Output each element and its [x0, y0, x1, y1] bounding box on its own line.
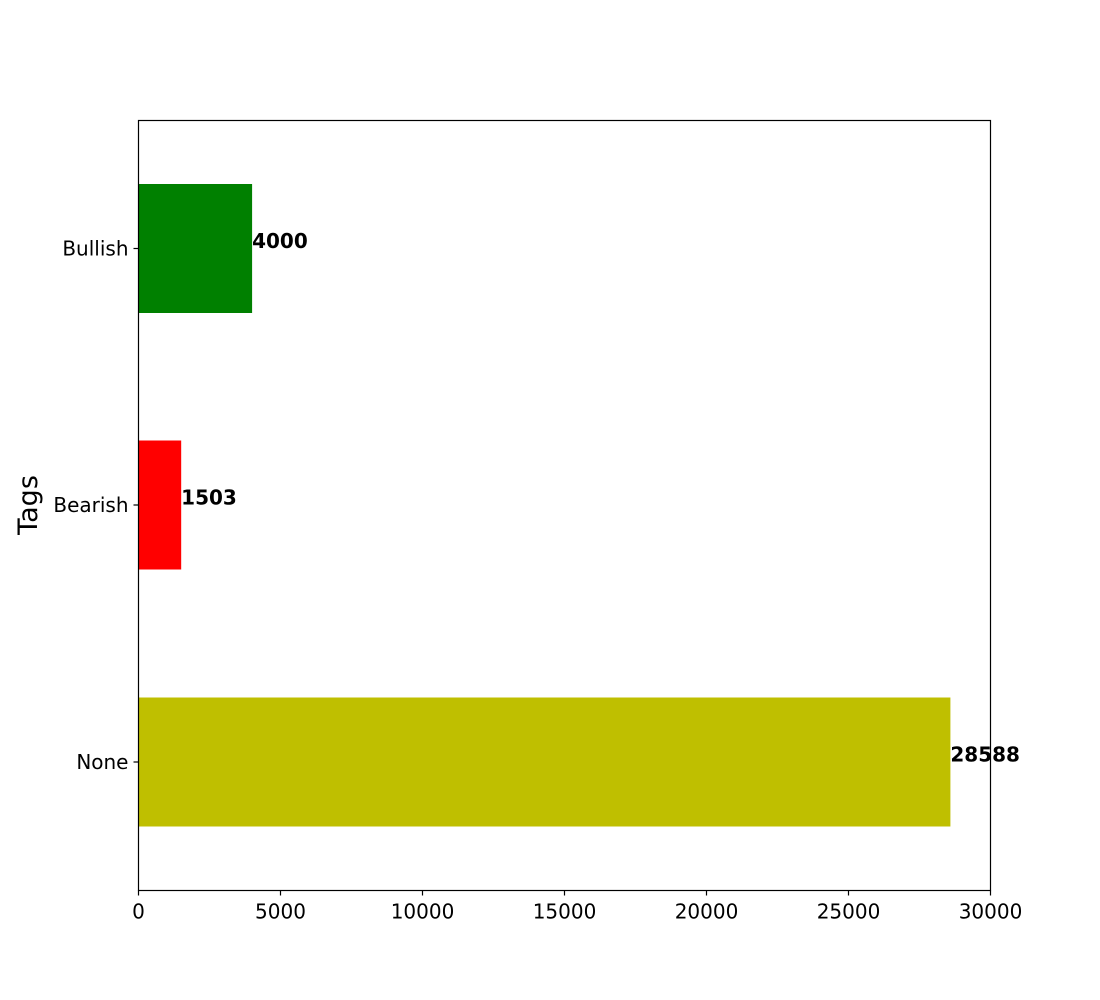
- bar-none: [138, 697, 951, 827]
- x-tick-label: 25000: [817, 900, 881, 924]
- x-tick-label: 5000: [255, 900, 306, 924]
- x-tick-label: 15000: [533, 900, 597, 924]
- data-label-bearish: 1503: [181, 486, 237, 510]
- bars-layer: [138, 184, 951, 827]
- data-label-bullish: 4000: [252, 229, 308, 253]
- x-tick-label: 10000: [391, 900, 455, 924]
- x-axis: 0 5000 10000 15000 20000 25000 30000: [132, 890, 1023, 924]
- y-tick-label: None: [76, 750, 128, 774]
- y-tick-label: Bearish: [53, 493, 128, 517]
- x-tick-label: 30000: [959, 900, 1023, 924]
- bar-bearish: [138, 440, 182, 570]
- y-tick-label: Bullish: [62, 237, 128, 261]
- data-labels: 4000 1503 28588: [181, 229, 1020, 767]
- y-axis: Bullish Bearish None: [53, 237, 139, 774]
- x-tick-label: 20000: [675, 900, 739, 924]
- bar-bullish: [138, 184, 253, 313]
- y-axis-title: Tags: [13, 475, 44, 536]
- x-tick-label: 0: [132, 900, 145, 924]
- data-label-none: 28588: [950, 743, 1020, 767]
